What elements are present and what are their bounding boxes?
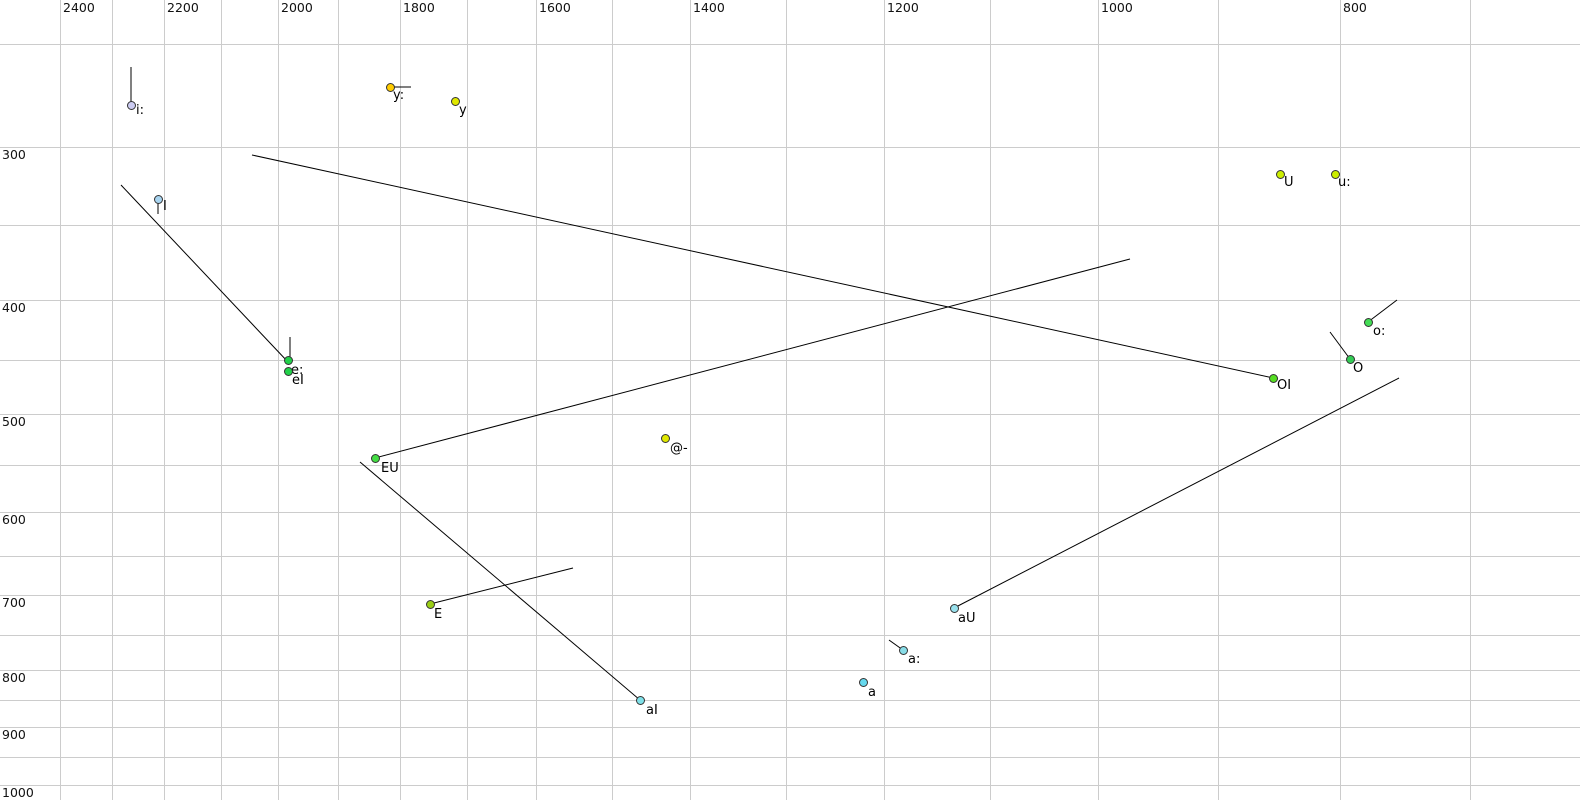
- trajectory-line: [953, 377, 1400, 609]
- vowel-label: OI: [1277, 378, 1292, 393]
- y-tick-label: 1000: [2, 785, 34, 800]
- y-tick-label: 900: [2, 727, 26, 742]
- vowel-label: u:: [1338, 175, 1351, 190]
- gridline-vertical-minor: [338, 0, 339, 800]
- vowel-point-aU[interactable]: [949, 603, 959, 613]
- gridline-horizontal-minor: [0, 465, 1580, 466]
- gridline-horizontal-major: [0, 414, 1580, 415]
- gridline-vertical-major: [1340, 0, 1341, 800]
- gridline-vertical-major: [60, 0, 61, 800]
- gridline-vertical-minor: [612, 0, 613, 800]
- vowel-point-y[interactable]: [385, 82, 395, 92]
- trajectory-line: [251, 154, 1279, 380]
- vowel-label: eI: [292, 373, 304, 388]
- vowel-point-a[interactable]: [898, 645, 908, 655]
- vowel-point-eI[interactable]: [283, 366, 293, 376]
- vowel-point-E[interactable]: [425, 599, 435, 609]
- trajectory-line: [429, 567, 574, 605]
- x-tick-label: 1600: [539, 0, 571, 15]
- gridline-horizontal-minor: [0, 700, 1580, 701]
- vowel-point-e[interactable]: [283, 355, 293, 365]
- vowel-label: e:: [291, 363, 304, 378]
- trajectory-line: [374, 258, 1131, 459]
- gridline-vertical-minor: [221, 0, 222, 800]
- gridline-vertical-major: [884, 0, 885, 800]
- gridline-vertical-major: [690, 0, 691, 800]
- gridline-horizontal-major: [0, 147, 1580, 148]
- vowel-point-a[interactable]: [858, 677, 868, 687]
- vowel-label: E: [434, 607, 443, 622]
- vowel-point-EU[interactable]: [370, 453, 380, 463]
- y-tick-label: 700: [2, 595, 26, 610]
- gridline-horizontal-major: [0, 300, 1580, 301]
- y-tick-label: 300: [2, 147, 26, 162]
- x-tick-label: 2000: [281, 0, 313, 15]
- x-tick-label: 2400: [63, 0, 95, 15]
- y-tick-label: 800: [2, 670, 26, 685]
- y-tick-label: 600: [2, 512, 26, 527]
- vowel-label: a: [868, 685, 876, 700]
- gridline-vertical-minor: [1470, 0, 1471, 800]
- vowel-point-I[interactable]: [153, 194, 163, 204]
- gridline-horizontal-major: [0, 670, 1580, 671]
- gridline-vertical-major: [278, 0, 279, 800]
- vowel-label: aI: [646, 703, 658, 718]
- vowel-label: a:: [908, 652, 921, 667]
- gridline-vertical-minor: [1218, 0, 1219, 800]
- gridline-vertical-minor: [990, 0, 991, 800]
- vowel-label: U: [1284, 175, 1294, 190]
- vowel-label: O: [1353, 361, 1364, 376]
- vowel-point-U[interactable]: [1275, 169, 1285, 179]
- vowel-label: y:: [393, 88, 405, 103]
- gridline-horizontal-minor: [0, 556, 1580, 557]
- vowel-point-i[interactable]: [126, 100, 136, 110]
- x-tick-label: 1800: [403, 0, 435, 15]
- vowel-label: aU: [958, 611, 976, 626]
- vowel-point-y[interactable]: [450, 96, 460, 106]
- gridline-vertical-minor: [467, 0, 468, 800]
- vowel-point-[interactable]: [660, 433, 670, 443]
- vowel-point-u[interactable]: [1330, 169, 1340, 179]
- gridline-vertical-minor: [112, 0, 113, 800]
- x-tick-label: 800: [1343, 0, 1367, 15]
- gridline-vertical-major: [536, 0, 537, 800]
- gridline-horizontal-major: [0, 727, 1580, 728]
- x-tick-label: 1000: [1101, 0, 1133, 15]
- gridline-horizontal-minor: [0, 635, 1580, 636]
- trajectory-line: [120, 184, 289, 363]
- gridline-horizontal-minor: [0, 757, 1580, 758]
- gridline-horizontal-minor: [0, 44, 1580, 45]
- gridline-vertical-minor: [786, 0, 787, 800]
- vowel-label: y: [459, 103, 467, 118]
- vowel-label: o:: [1373, 324, 1386, 339]
- gridline-horizontal-major: [0, 785, 1580, 786]
- gridline-horizontal-major: [0, 512, 1580, 513]
- x-tick-label: 1400: [693, 0, 725, 15]
- vowel-label: EU: [381, 461, 399, 476]
- gridline-vertical-major: [1098, 0, 1099, 800]
- trajectory-line: [1367, 299, 1398, 323]
- gridline-vertical-major: [164, 0, 165, 800]
- gridline-horizontal-minor: [0, 225, 1580, 226]
- vowel-label: I: [163, 199, 167, 214]
- y-tick-label: 400: [2, 300, 26, 315]
- y-tick-label: 500: [2, 414, 26, 429]
- trajectory-line: [359, 461, 641, 701]
- vowel-point-aI[interactable]: [635, 695, 645, 705]
- vowel-label: i:: [136, 103, 144, 118]
- vowel-label: @-: [670, 441, 688, 456]
- x-tick-label: 2200: [167, 0, 199, 15]
- gridline-vertical-major: [400, 0, 401, 800]
- vowel-point-OI[interactable]: [1268, 373, 1278, 383]
- x-tick-label: 1200: [887, 0, 919, 15]
- vowel-point-o[interactable]: [1363, 317, 1373, 327]
- gridline-horizontal-major: [0, 595, 1580, 596]
- gridline-horizontal-minor: [0, 360, 1580, 361]
- vowel-point-O[interactable]: [1345, 354, 1355, 364]
